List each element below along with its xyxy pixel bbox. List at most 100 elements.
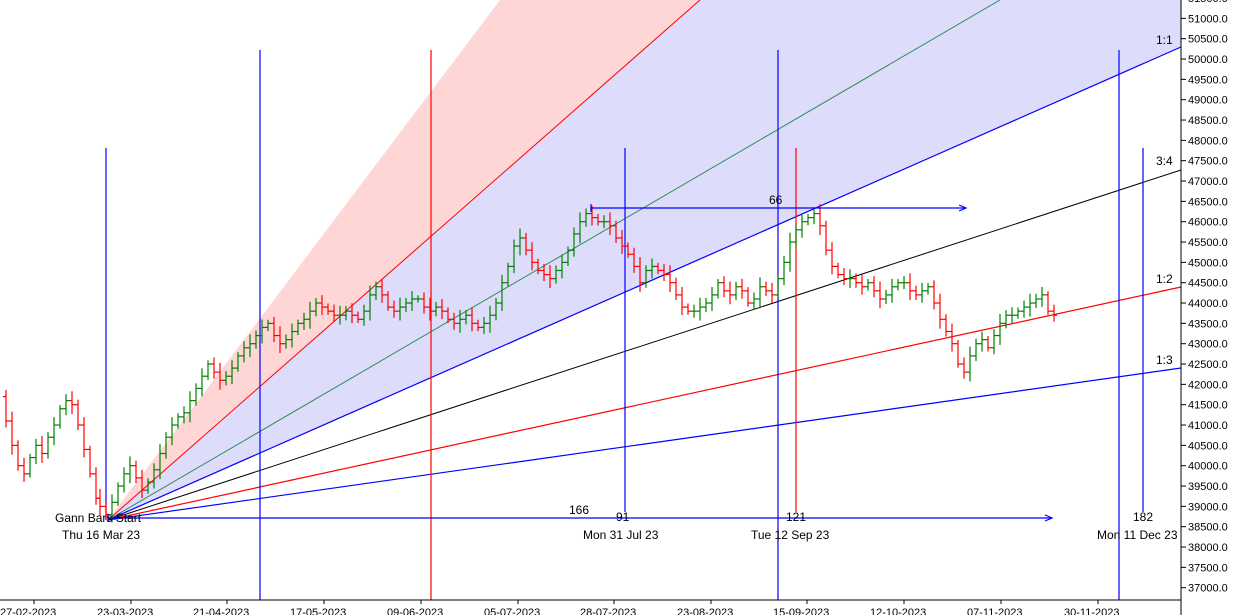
ohlc-bar (277, 326, 283, 354)
ohlc-bar (217, 362, 223, 390)
ohlc-bar (187, 391, 193, 423)
ohlc-bar (667, 265, 673, 293)
ohlc-bar (715, 279, 721, 299)
ohlc-bar (781, 255, 787, 286)
ohlc-bar (9, 411, 15, 455)
bar-count-date-121: Tue 12 Sep 23 (751, 528, 830, 542)
ohlc-bar (943, 314, 949, 337)
ohlc-bar (385, 291, 391, 311)
ohlc-bar (979, 331, 985, 352)
y-tick-label: 49000.0 (1188, 95, 1228, 107)
fan-fill-areas (108, 0, 1181, 520)
ohlc-bar (823, 220, 829, 256)
x-tick-label: 30-11-2023 (1064, 607, 1119, 615)
ohlc-bar (493, 297, 499, 321)
ohlc-bar (703, 297, 709, 313)
ohlc-bar (985, 335, 991, 352)
ohlc-bar (547, 265, 553, 288)
ohlc-bar (361, 304, 367, 326)
ohlc-bar (151, 463, 157, 489)
fan-line-1-2 (107, 286, 1182, 521)
ohlc-bar (505, 262, 511, 287)
ohlc-bar (235, 352, 241, 372)
ohlc-bar (937, 293, 943, 329)
fan-line-green (107, 0, 1001, 521)
bar-count-date-91: Mon 31 Jul 23 (583, 528, 659, 542)
fan-line-1-3 (107, 367, 1182, 521)
ohlc-bar (895, 279, 901, 291)
bar-count-182: 182 (1133, 510, 1153, 524)
ohlc-bar (577, 212, 583, 244)
ohlc-bar (949, 323, 955, 352)
ohlc-bar (1009, 307, 1015, 324)
ohlc-bar (379, 278, 385, 303)
ohlc-bar (871, 276, 877, 298)
ohlc-bar (259, 319, 265, 344)
ohlc-bar (925, 283, 931, 295)
ohlc-bar (787, 232, 793, 272)
chart-labels: 1:1 3:4 1:2 1:3 Gann Bars Start Thu 16 Mar 23… (55, 33, 1178, 542)
ohlc-bar (1045, 291, 1051, 315)
ohlc-bar (775, 274, 781, 299)
ohlc-bar (181, 406, 187, 424)
ohlc-bar (313, 297, 319, 317)
ohlc-bar (27, 453, 33, 478)
y-tick-label: 50000.0 (1188, 54, 1228, 66)
y-tick-label: 51000.0 (1188, 13, 1228, 25)
ohlc-bar (127, 456, 133, 484)
fan-label-3-4: 3:4 (1156, 154, 1173, 168)
ohlc-bar (757, 277, 763, 309)
ohlc-bar (769, 282, 775, 303)
ohlc-bar (33, 438, 39, 465)
y-tick-label: 42500.0 (1188, 359, 1228, 371)
y-tick-label: 38000.0 (1188, 542, 1228, 554)
ohlc-bar (691, 304, 697, 318)
ohlc-bar (3, 390, 9, 428)
ohlc-bar (397, 297, 403, 321)
ohlc-bar (631, 247, 637, 273)
y-tick-label: 37500.0 (1188, 562, 1228, 574)
ohlc-bar (39, 436, 45, 463)
y-tick-label: 40000.0 (1188, 461, 1228, 473)
ohlc-bar (889, 278, 895, 303)
ohlc-bar (685, 303, 691, 315)
bar-count-166: 166 (569, 503, 589, 517)
ohlc-bar (607, 212, 613, 236)
ohlc-bar (289, 323, 295, 348)
y-tick-label: 37000.0 (1188, 583, 1228, 595)
ohlc-bar (1039, 286, 1045, 307)
x-tick-label: 09-06-2023 (387, 607, 443, 615)
y-tick-label: 38500.0 (1188, 522, 1228, 534)
bar-count-91: 91 (616, 510, 630, 524)
ohlc-bar (661, 263, 667, 282)
fan-label-1-2: 1:2 (1156, 272, 1173, 286)
ohlc-bar (499, 274, 505, 311)
x-tick-label: 07-11-2023 (967, 607, 1022, 615)
y-tick-label: 41500.0 (1188, 400, 1228, 412)
ohlc-bar (145, 478, 151, 494)
ohlc-bar (331, 304, 337, 322)
ohlc-bar (931, 280, 937, 310)
ohlc-bar (835, 262, 841, 279)
ohlc-bar (415, 295, 421, 303)
y-tick-label: 45500.0 (1188, 237, 1228, 249)
y-tick-label: 47000.0 (1188, 176, 1228, 188)
ohlc-bar (21, 457, 27, 482)
ohlc-bar (553, 265, 559, 284)
ohlc-bar (709, 286, 715, 311)
x-tick-label: 28-07-2023 (580, 607, 636, 615)
ohlc-bar (793, 224, 799, 248)
ohlc-bar (295, 319, 301, 336)
ohlc-bar (967, 346, 973, 382)
ohlc-bar (601, 215, 607, 229)
ohlc-bar (853, 273, 859, 288)
ohlc-bar (877, 281, 883, 309)
gann-start-label: Gann Bars Start (55, 511, 142, 525)
ohlc-bar (457, 309, 463, 333)
y-tick-label: 44000.0 (1188, 298, 1228, 310)
ohlc-bar (355, 311, 361, 323)
y-tick-label: 50500.0 (1188, 34, 1228, 46)
price-bars (3, 204, 1057, 523)
ohlc-bar (991, 329, 997, 355)
